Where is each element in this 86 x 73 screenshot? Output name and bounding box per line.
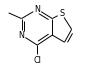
Circle shape [32,55,42,65]
Text: N: N [19,31,24,40]
Circle shape [33,5,41,13]
Circle shape [18,31,25,39]
Circle shape [58,10,66,18]
Text: Cl: Cl [33,56,41,65]
Text: N: N [34,5,40,14]
Text: S: S [59,9,64,18]
